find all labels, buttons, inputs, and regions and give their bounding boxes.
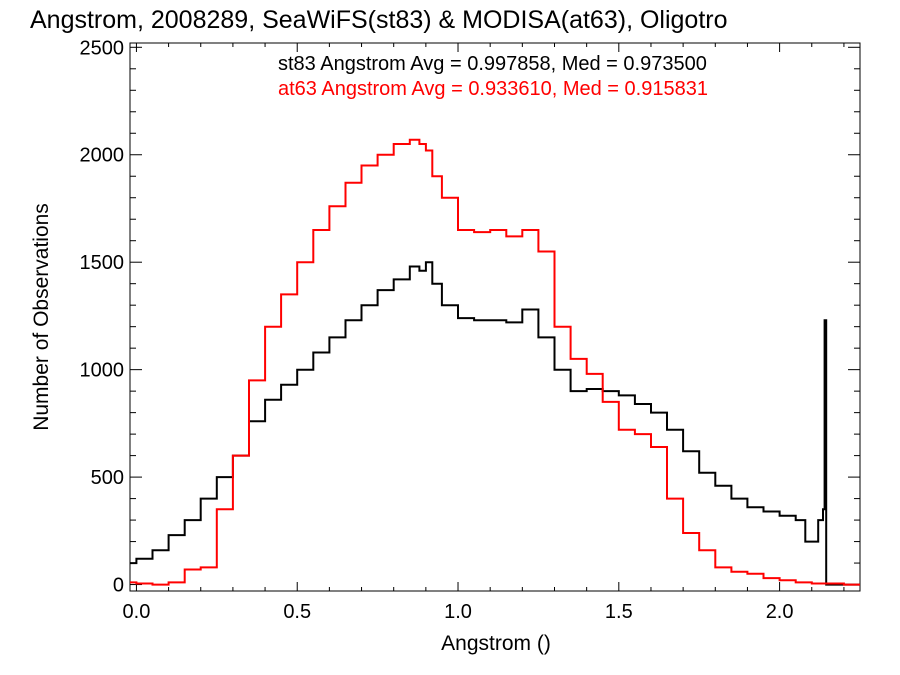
y-tick-label: 1500 [80,252,125,274]
st83-series-line [130,261,860,586]
x-axis-ticks: 0.0 0.5 1.0 1.5 2.0 [123,43,845,623]
x-axis-label: Angstrom () [441,632,551,655]
y-tick-label: 2500 [80,37,125,59]
chart-title: Angstrom, 2008289, SeaWiFS(st83) & MODIS… [30,6,728,34]
y-axis-label: Number of Observations [30,203,53,431]
y-tick-label: 0 [113,575,124,597]
at63-series-line [130,138,860,586]
plot-frame [129,42,861,592]
x-tick-label: 1.0 [444,601,472,623]
x-tick-label: 2.0 [766,601,794,623]
y-tick-label: 2000 [80,145,125,167]
annotation-st83: st83 Angstrom Avg = 0.997858, Med = 0.97… [278,53,707,75]
x-tick-label: 1.5 [605,601,633,623]
x-tick-label: 0.5 [283,601,311,623]
annotation-at63: at63 Angstrom Avg = 0.933610, Med = 0.91… [278,78,708,100]
y-tick-label: 500 [91,467,124,489]
x-tick-label: 0.0 [123,601,151,623]
y-axis-ticks: 0 500 1000 1500 2000 2500 [80,37,860,597]
series-layer [130,138,860,586]
y-tick-label: 1000 [80,360,125,382]
